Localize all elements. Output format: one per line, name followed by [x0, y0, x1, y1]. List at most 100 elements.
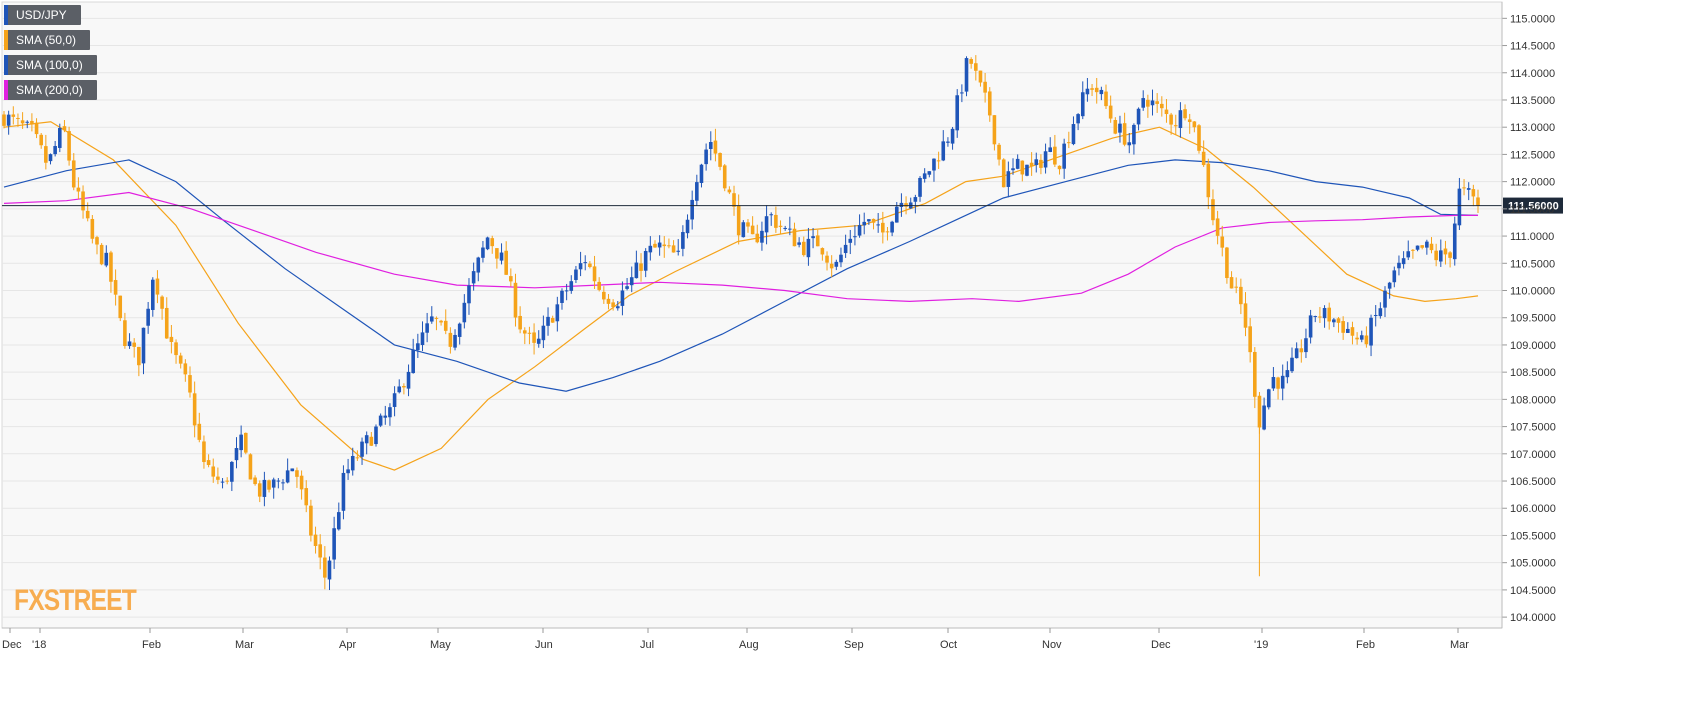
candle-body [397, 386, 402, 393]
candle-body [304, 488, 309, 506]
candle-body [1434, 250, 1438, 261]
y-tick-label: 109.5000 [1510, 313, 1556, 325]
candle-body [1029, 162, 1034, 167]
candle-body [713, 140, 718, 154]
candle-body [420, 332, 425, 346]
candle-body [978, 70, 983, 83]
candle [597, 277, 601, 292]
candle-body [1243, 303, 1248, 328]
candle [625, 278, 629, 291]
candle [1387, 281, 1392, 299]
candle-body [1271, 377, 1276, 389]
candle [1187, 113, 1192, 134]
candle [346, 458, 350, 480]
candle [104, 245, 109, 268]
candle [876, 213, 880, 233]
candle [588, 261, 592, 269]
candle [708, 131, 713, 161]
candle [1015, 154, 1020, 170]
candle [327, 556, 332, 591]
legend-item-usdjpy[interactable]: USD/JPY [4, 5, 81, 25]
candle [1080, 81, 1085, 120]
candle-body [439, 320, 443, 323]
candle-body [1178, 110, 1183, 129]
candle [453, 329, 457, 351]
candle-body [695, 182, 699, 201]
legend-item-sma100[interactable]: SMA (100,0) [4, 55, 97, 75]
candle [1452, 216, 1457, 266]
candle-body [1155, 101, 1159, 104]
candle [443, 309, 448, 335]
y-tick-label: 106.0000 [1510, 503, 1556, 515]
candle-body [1308, 315, 1313, 338]
candle [243, 432, 248, 455]
candle [485, 236, 490, 251]
candle [722, 164, 727, 192]
candle-body [1220, 236, 1225, 248]
candle-body [1067, 142, 1071, 144]
candle [1457, 177, 1462, 230]
candle-body [1099, 89, 1104, 95]
candle-body [192, 393, 197, 426]
candle-body [681, 232, 685, 249]
candle-body [815, 235, 820, 247]
candle [527, 326, 532, 345]
candle [867, 219, 871, 225]
candle [225, 477, 229, 485]
candle [48, 153, 53, 165]
candle-body [527, 332, 532, 334]
candle-body [81, 191, 85, 211]
candle [741, 220, 746, 238]
candle [1397, 255, 1401, 276]
candle [602, 286, 606, 304]
sma-lines [3, 121, 1479, 471]
candle [1276, 376, 1280, 400]
candle [843, 234, 848, 258]
candle [643, 248, 648, 278]
candle-body [727, 189, 732, 193]
candle-body [1127, 142, 1132, 146]
plot-area[interactable] [1, 1, 1503, 629]
candle [211, 458, 216, 483]
candle [681, 225, 685, 257]
candle [220, 478, 225, 489]
candle [34, 118, 39, 139]
candle [402, 383, 406, 395]
candle [1471, 184, 1476, 207]
candle-body [1146, 99, 1150, 107]
candle [192, 381, 197, 438]
candle-body [955, 95, 960, 131]
candle-body [1025, 164, 1029, 176]
legend-item-sma200[interactable]: SMA (200,0) [4, 80, 97, 100]
candle-body [1332, 319, 1336, 323]
candle [425, 312, 429, 343]
candle [197, 412, 202, 443]
candle-body [560, 290, 564, 303]
candle-body [1299, 348, 1304, 353]
candle [62, 120, 67, 133]
candle-body [764, 216, 769, 233]
candle-body [964, 58, 969, 92]
legend-item-sma50[interactable]: SMA (50,0) [4, 30, 91, 50]
candle [806, 227, 811, 266]
candle-body [885, 231, 890, 233]
candle-body [99, 244, 104, 265]
candle-body [820, 248, 825, 255]
candle [811, 228, 815, 249]
candle [318, 534, 322, 570]
candle [704, 143, 708, 171]
candle [1067, 131, 1071, 149]
candle-body [769, 214, 774, 216]
candle-body [676, 250, 681, 252]
sma-line-200 [3, 191, 1478, 303]
candle [1201, 140, 1206, 167]
candle-body [1062, 143, 1066, 169]
x-tick-label: Aug [739, 639, 759, 651]
candle-body [1266, 389, 1271, 408]
candle-body [960, 92, 964, 94]
candle-body [825, 255, 829, 263]
candle-body [797, 242, 801, 245]
candle [95, 235, 99, 255]
candle-body [602, 291, 606, 300]
